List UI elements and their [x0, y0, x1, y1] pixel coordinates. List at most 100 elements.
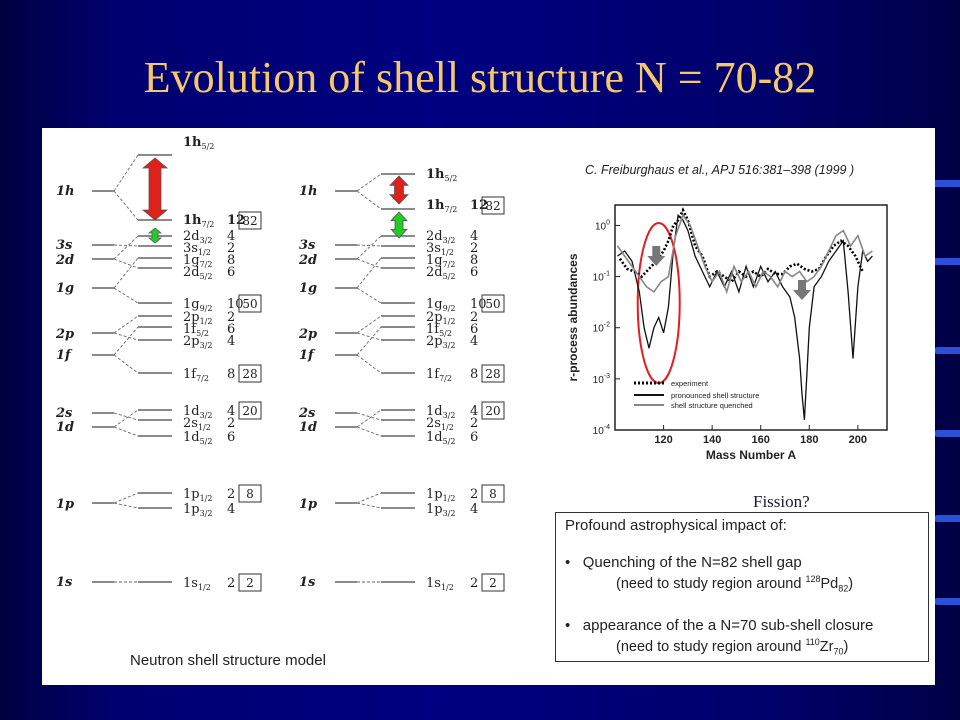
level-label: 1f: [56, 348, 73, 363]
orbital-label: 1f5/2: [183, 322, 209, 338]
mass-number: 128: [805, 574, 821, 584]
orbital-j: 3/2: [443, 341, 456, 350]
orbital-j: 1/2: [198, 248, 211, 257]
connector-line: [356, 190, 382, 210]
occupancy: 6: [227, 430, 235, 445]
orbital-nl: 1g: [426, 297, 443, 312]
y-tick-exponent: -3: [604, 373, 610, 380]
orbital-label: 1g7/2: [426, 253, 455, 269]
down-arrow-icon: [647, 246, 666, 266]
orbital-label: 1d3/2: [426, 404, 455, 420]
level-label: 2s: [55, 406, 73, 421]
connector-line: [113, 354, 139, 374]
orbital-j: 1/2: [200, 317, 213, 326]
occupancy: 6: [227, 322, 235, 337]
magic-box: [481, 364, 505, 383]
y-tick-base: 10: [593, 375, 605, 386]
orbital-label: 1h7/2: [426, 198, 457, 214]
occupancy: 2: [227, 416, 235, 431]
orbital-nl: 1p: [183, 487, 200, 502]
x-tick-label: 120: [654, 434, 672, 446]
orbital-j: 5/2: [200, 437, 213, 446]
orbital-j: 5/2: [443, 437, 456, 446]
magic-number: 28: [242, 367, 257, 381]
x-tick-label: 160: [752, 434, 770, 446]
orbital-j: 7/2: [439, 374, 452, 383]
magic-box: [481, 196, 505, 215]
orbital-nl: 2p: [183, 334, 200, 349]
legend-label: pronounced shell structure: [671, 391, 759, 400]
chart-citation: C. Freiburghaus et al., APJ 516:381–398 …: [585, 163, 855, 177]
occupancy: 4: [470, 334, 478, 349]
y-tick-base: 10: [593, 324, 605, 335]
level-label: 2d: [55, 253, 74, 268]
occupancy: 8: [227, 253, 235, 268]
level-label: 1h: [299, 184, 318, 199]
orbital-label: 3s1/2: [426, 241, 454, 257]
orbital-nl: 1d: [183, 404, 200, 419]
connector-line: [113, 154, 139, 192]
occupancy: 6: [227, 265, 235, 280]
occupancy: 2: [470, 416, 478, 431]
impact-bullet-1-sub: (need to study region around 128Pd82): [616, 574, 853, 594]
magic-number: 20: [485, 404, 500, 418]
orbital-j: 1/2: [198, 423, 211, 432]
occupancy: 6: [470, 430, 478, 445]
orbital-j: 3/2: [200, 341, 213, 350]
nucleus-symbol: Pd: [820, 575, 839, 592]
orbital-nl: 1g: [426, 253, 443, 268]
magic-box: [238, 484, 262, 503]
orbital-nl: 1f: [426, 367, 440, 382]
orbital-nl: 3s: [183, 241, 198, 256]
nucleus-symbol: Zr: [819, 638, 834, 655]
level-label: 1d: [299, 420, 317, 435]
y-tick-exponent: -1: [604, 271, 610, 278]
y-tick-base: 10: [595, 221, 607, 232]
orbital-label: 1h7/2: [183, 213, 214, 229]
orbital-j: 1/2: [200, 494, 213, 503]
orbital-label: 1h5/2: [426, 167, 457, 183]
orbital-j: 1/2: [441, 583, 454, 592]
connector-line: [356, 502, 382, 509]
orbital-nl: 1s: [426, 576, 441, 591]
level-label: 1p: [56, 497, 74, 512]
orbital-nl: 1g: [183, 297, 200, 312]
orbital-nl: 1d: [183, 430, 200, 445]
series-experiment: [618, 207, 864, 284]
orbital-nl: 2p: [183, 310, 200, 325]
orbital-j: 9/2: [200, 304, 213, 313]
orbital-nl: 2s: [426, 416, 441, 431]
orbital-nl: 2d: [183, 265, 200, 280]
impact-bullet-2-sub: (need to study region around 110Zr70): [616, 637, 848, 657]
decor-stripe: [930, 180, 960, 187]
orbital-label: 2p1/2: [183, 310, 212, 326]
decor-stripe: [934, 347, 960, 354]
level-label: 1d: [56, 420, 74, 435]
occupancy: 2: [227, 576, 235, 591]
level-label: 2p: [298, 327, 317, 342]
magic-number: 20: [242, 404, 257, 418]
magic-box: [481, 401, 505, 420]
decor-stripe: [934, 430, 960, 437]
orbital-nl: 1h: [426, 198, 445, 213]
connector-line: [113, 244, 139, 247]
y-tick-base: 10: [593, 426, 605, 437]
magic-number: 28: [485, 367, 500, 381]
magic-number: 82: [242, 214, 257, 228]
orbital-label: 1p3/2: [426, 502, 455, 518]
orbital-j: 3/2: [200, 236, 213, 245]
occupancy: 4: [227, 334, 235, 349]
occupancy: 2: [470, 241, 478, 256]
orbital-nl: 2s: [183, 416, 198, 431]
occupancy: 2: [470, 487, 478, 502]
series-pronounced: [617, 213, 873, 420]
x-tick-label: 140: [703, 434, 721, 446]
y-tick-label: 10-1: [593, 271, 610, 284]
orbital-j: 5/2: [443, 272, 456, 281]
orbital-j: 5/2: [200, 272, 213, 281]
y-tick-exponent: -4: [604, 424, 610, 431]
magic-number: 50: [242, 297, 257, 311]
orbital-nl: 1f: [183, 322, 197, 337]
orbital-j: 5/2: [202, 142, 215, 151]
